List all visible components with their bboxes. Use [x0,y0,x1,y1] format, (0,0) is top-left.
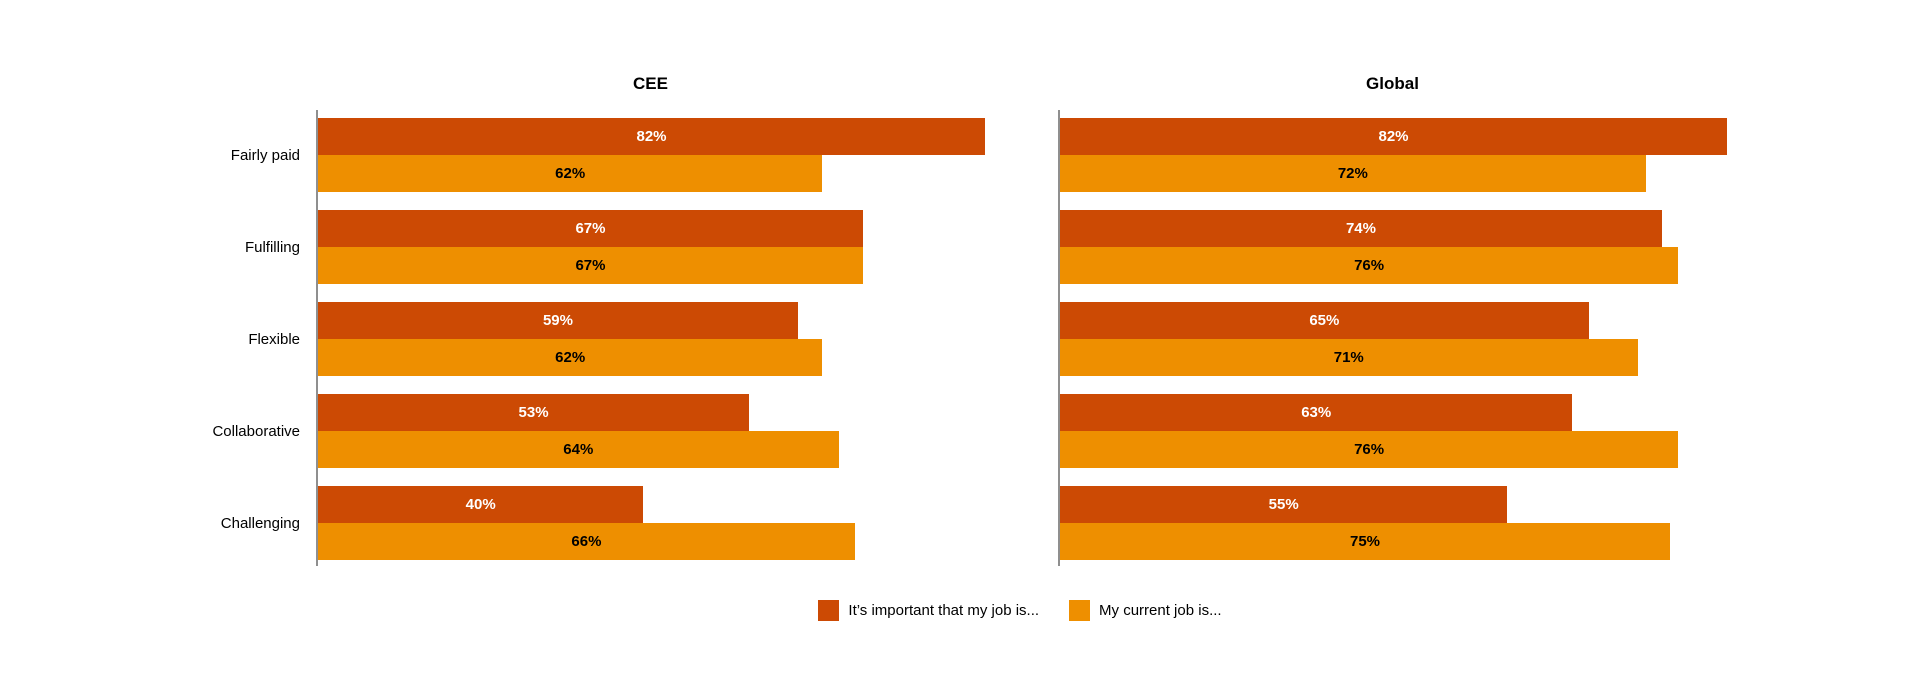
category-row: 82% 72% [1060,118,1727,192]
chart-title-global: Global [1366,74,1419,93]
category-label: Fulfilling [244,238,300,256]
bar-current: 76% [1060,431,1679,468]
bar-current: 62% [318,155,823,192]
bar-important: 82% [318,118,985,155]
bar-value-label: 82% [1378,128,1409,145]
bar-important: 55% [1060,486,1508,523]
bar-important: 82% [1060,118,1727,155]
category-label: Challenging [220,514,300,532]
category-row: 65% 71% [1060,302,1727,376]
legend-label: My current job is... [1099,602,1222,619]
bar-important: 63% [1060,394,1573,431]
rows: 82% 72% 74% 76% 65% 71% 63% 76% 55% 75% [1060,118,1727,560]
legend-swatch-important [818,600,840,621]
bar-current: 75% [1060,523,1671,560]
category-row: 55% 75% [1060,486,1727,560]
category-label: Fairly paid [230,146,300,164]
bar-value-label: 53% [518,404,549,421]
bar-important: 53% [318,394,750,431]
bar-value-label: 76% [1354,257,1385,274]
category-labels-column: Fairly paid Fulfilling Flexible Collaborati… [140,0,316,560]
category-label: Flexible [248,330,300,348]
legend-swatch-current [1069,600,1091,621]
bar-current: 62% [318,339,823,376]
legend-label: It’s important that my job is... [848,602,1040,619]
bar-value-label: 67% [575,220,606,237]
bar-value-label: 71% [1333,349,1364,366]
category-row: 82% 62% [318,118,985,192]
category-row: 74% 76% [1060,210,1727,284]
bar-value-label: 63% [1301,404,1332,421]
bar-value-label: 67% [575,257,606,274]
plot-area-global: 82% 72% 74% 76% 65% 71% 63% 76% 55% 75% [1058,110,1727,566]
bar-current: 66% [318,523,855,560]
rows: 82% 62% 67% 67% 59% 62% 53% 64% 40% 66% [318,118,985,560]
bar-current: 67% [318,247,863,284]
bar-value-label: 40% [465,496,496,513]
category-row: 59% 62% [318,302,985,376]
chart-title-cee: CEE [633,74,668,93]
bar-value-label: 75% [1350,533,1381,550]
bar-value-label: 76% [1354,441,1385,458]
bar-current: 64% [318,431,839,468]
category-row: 53% 64% [318,394,985,468]
bar-value-label: 66% [571,533,602,550]
legend-item-important: It’s important that my job is... [818,600,1039,621]
chart-panel-global: Global 82% 72% 74% 76% 65% 71% 63% 76% 55% 75% [1058,0,1727,566]
bar-important: 67% [318,210,863,247]
bar-important: 40% [318,486,644,523]
bar-value-label: 82% [636,128,667,145]
bar-current: 76% [1060,247,1679,284]
bar-value-label: 65% [1309,312,1340,329]
chart-panel-cee: CEE 82% 62% 67% 67% 59% 62% 53% 64% 40% 66% [316,0,985,566]
bar-important: 74% [1060,210,1662,247]
bar-value-label: 72% [1337,165,1368,182]
bar-important: 59% [318,302,798,339]
category-row: 63% 76% [1060,394,1727,468]
bar-value-label: 64% [563,441,594,458]
bar-current: 71% [1060,339,1638,376]
bar-value-label: 62% [555,349,586,366]
category-row: 40% 66% [318,486,985,560]
bar-value-label: 55% [1268,496,1299,513]
category-row: 67% 67% [318,210,985,284]
charts-row: Fairly paid Fulfilling Flexible Collaborati… [140,0,1727,566]
legend-item-current: My current job is... [1069,600,1222,621]
bar-important: 65% [1060,302,1589,339]
legend: It’s important that my job is... My curre… [0,600,1920,621]
category-label: Collaborative [212,422,300,440]
bar-value-label: 62% [555,165,586,182]
bar-current: 72% [1060,155,1646,192]
bar-value-label: 74% [1345,220,1376,237]
bar-value-label: 59% [542,312,573,329]
plot-area-cee: 82% 62% 67% 67% 59% 62% 53% 64% 40% 66% [316,110,985,566]
